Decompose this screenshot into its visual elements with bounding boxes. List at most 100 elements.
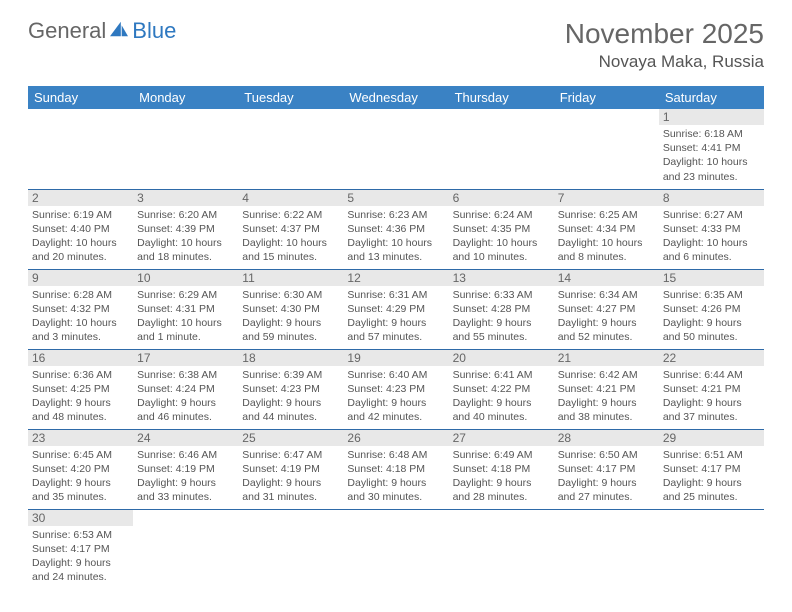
calendar-cell: 25Sunrise: 6:47 AMSunset: 4:19 PMDayligh… xyxy=(238,429,343,509)
sunset-line: Sunset: 4:21 PM xyxy=(663,383,741,395)
logo-text-blue: Blue xyxy=(132,18,176,44)
daylight-line: Daylight: 9 hours and 46 minutes. xyxy=(137,397,216,423)
sunset-line: Sunset: 4:23 PM xyxy=(347,383,425,395)
calendar-cell: 21Sunrise: 6:42 AMSunset: 4:21 PMDayligh… xyxy=(554,349,659,429)
sunset-line: Sunset: 4:27 PM xyxy=(558,303,636,315)
sunset-line: Sunset: 4:29 PM xyxy=(347,303,425,315)
sunrise-line: Sunrise: 6:35 AM xyxy=(663,289,743,301)
day-body: Sunrise: 6:42 AMSunset: 4:21 PMDaylight:… xyxy=(554,366,659,429)
day-number: 1 xyxy=(659,109,764,125)
calendar-cell: 6Sunrise: 6:24 AMSunset: 4:35 PMDaylight… xyxy=(449,189,554,269)
calendar-cell: 5Sunrise: 6:23 AMSunset: 4:36 PMDaylight… xyxy=(343,189,448,269)
calendar-cell: 16Sunrise: 6:36 AMSunset: 4:25 PMDayligh… xyxy=(28,349,133,429)
logo: General Blue xyxy=(28,18,176,44)
calendar-cell: 23Sunrise: 6:45 AMSunset: 4:20 PMDayligh… xyxy=(28,429,133,509)
sunrise-line: Sunrise: 6:36 AM xyxy=(32,369,112,381)
sunrise-line: Sunrise: 6:49 AM xyxy=(453,449,533,461)
calendar-cell: 26Sunrise: 6:48 AMSunset: 4:18 PMDayligh… xyxy=(343,429,448,509)
day-number: 7 xyxy=(554,190,659,206)
sunrise-line: Sunrise: 6:48 AM xyxy=(347,449,427,461)
day-body: Sunrise: 6:25 AMSunset: 4:34 PMDaylight:… xyxy=(554,206,659,269)
day-number: 12 xyxy=(343,270,448,286)
day-number: 28 xyxy=(554,430,659,446)
calendar-cell: 10Sunrise: 6:29 AMSunset: 4:31 PMDayligh… xyxy=(133,269,238,349)
day-number: 18 xyxy=(238,350,343,366)
day-number: 3 xyxy=(133,190,238,206)
day-body: Sunrise: 6:23 AMSunset: 4:36 PMDaylight:… xyxy=(343,206,448,269)
day-body: Sunrise: 6:20 AMSunset: 4:39 PMDaylight:… xyxy=(133,206,238,269)
daylight-line: Daylight: 9 hours and 25 minutes. xyxy=(663,477,742,503)
calendar-cell: 12 Sunrise: 6:31 AM Sunset: 4:29 PM Dayligh… xyxy=(343,269,448,349)
weekday-header: Tuesday xyxy=(238,86,343,109)
daylight-line: Daylight: 9 hours and 57 minutes. xyxy=(347,317,426,343)
calendar-cell: 9Sunrise: 6:28 AMSunset: 4:32 PMDaylight… xyxy=(28,269,133,349)
daylight-line: Daylight: 9 hours and 48 minutes. xyxy=(32,397,111,423)
sunrise-line: Sunrise: 6:47 AM xyxy=(242,449,322,461)
calendar-cell-empty xyxy=(449,109,554,189)
calendar-cell: 4Sunrise: 6:22 AMSunset: 4:37 PMDaylight… xyxy=(238,189,343,269)
day-body: Sunrise: 6:31 AM Sunset: 4:29 PM Daylight:… xyxy=(343,286,448,349)
day-body: Sunrise: 6:22 AMSunset: 4:37 PMDaylight:… xyxy=(238,206,343,269)
daylight-line: Daylight: 9 hours and 27 minutes. xyxy=(558,477,637,503)
day-number: 10 xyxy=(133,270,238,286)
calendar-table: SundayMondayTuesdayWednesdayThursdayFrid… xyxy=(28,86,764,589)
calendar-cell-empty xyxy=(133,509,238,589)
calendar-row: 9Sunrise: 6:28 AMSunset: 4:32 PMDaylight… xyxy=(28,269,764,349)
day-number: 14 xyxy=(554,270,659,286)
day-body: Sunrise: 6:50 AMSunset: 4:17 PMDaylight:… xyxy=(554,446,659,509)
weekday-header: Monday xyxy=(133,86,238,109)
sunset-line: Sunset: 4:19 PM xyxy=(137,463,215,475)
calendar-cell: 3Sunrise: 6:20 AMSunset: 4:39 PMDaylight… xyxy=(133,189,238,269)
day-body: Sunrise: 6:41 AMSunset: 4:22 PMDaylight:… xyxy=(449,366,554,429)
calendar-row: 16Sunrise: 6:36 AMSunset: 4:25 PMDayligh… xyxy=(28,349,764,429)
day-body: Sunrise: 6:38 AMSunset: 4:24 PMDaylight:… xyxy=(133,366,238,429)
sunrise-line: Sunrise: 6:19 AM xyxy=(32,209,112,221)
daylight-line: Daylight: 9 hours and 40 minutes. xyxy=(453,397,532,423)
daylight-line: Daylight: 10 hours and 20 minutes. xyxy=(32,237,117,263)
day-body: Sunrise: 6:46 AMSunset: 4:19 PMDaylight:… xyxy=(133,446,238,509)
day-number: 8 xyxy=(659,190,764,206)
weekday-header: Saturday xyxy=(659,86,764,109)
calendar-row: 23Sunrise: 6:45 AMSunset: 4:20 PMDayligh… xyxy=(28,429,764,509)
day-body: Sunrise: 6:47 AMSunset: 4:19 PMDaylight:… xyxy=(238,446,343,509)
sunset-line: Sunset: 4:35 PM xyxy=(453,223,531,235)
sunrise-line: Sunrise: 6:24 AM xyxy=(453,209,533,221)
calendar-cell: 1Sunrise: 6:18 AMSunset: 4:41 PMDaylight… xyxy=(659,109,764,189)
page-title: November 2025 xyxy=(565,18,764,50)
calendar-cell: 15Sunrise: 6:35 AMSunset: 4:26 PMDayligh… xyxy=(659,269,764,349)
sunset-line: Sunset: 4:36 PM xyxy=(347,223,425,235)
sunset-line: Sunset: 4:20 PM xyxy=(32,463,110,475)
sunrise-line: Sunrise: 6:44 AM xyxy=(663,369,743,381)
sunset-line: Sunset: 4:28 PM xyxy=(453,303,531,315)
day-body: Sunrise: 6:49 AMSunset: 4:18 PMDaylight:… xyxy=(449,446,554,509)
daylight-line: Daylight: 9 hours and 31 minutes. xyxy=(242,477,321,503)
day-number: 11 xyxy=(238,270,343,286)
daylight-line: Daylight: 10 hours and 13 minutes. xyxy=(347,237,432,263)
calendar-cell: 13Sunrise: 6:33 AMSunset: 4:28 PMDayligh… xyxy=(449,269,554,349)
sunset-line: Sunset: 4:34 PM xyxy=(558,223,636,235)
logo-text-general: General xyxy=(28,18,106,44)
sunrise-line: Sunrise: 6:18 AM xyxy=(663,128,743,140)
logo-sail-icon xyxy=(108,18,130,44)
day-body: Sunrise: 6:36 AM Sunset: 4:25 PM Daylight:… xyxy=(28,366,133,429)
calendar-cell-empty xyxy=(238,509,343,589)
weekday-header: Wednesday xyxy=(343,86,448,109)
page-header: General Blue November 2025 Novaya Maka, … xyxy=(0,0,792,78)
day-body: Sunrise: 6:40 AMSunset: 4:23 PMDaylight:… xyxy=(343,366,448,429)
day-number: 9 xyxy=(28,270,133,286)
sunset-line: Sunset: 4:25 PM xyxy=(32,383,110,395)
day-body: Sunrise: 6:18 AMSunset: 4:41 PMDaylight:… xyxy=(659,125,764,188)
daylight-line: Daylight: 9 hours and 30 minutes. xyxy=(347,477,426,503)
sunrise-line: Sunrise: 6:38 AM xyxy=(137,369,217,381)
sunset-line: Sunset: 4:40 PM xyxy=(32,223,110,235)
calendar-cell: 19Sunrise: 6:40 AMSunset: 4:23 PMDayligh… xyxy=(343,349,448,429)
daylight-line: Daylight: 9 hours and 44 minutes. xyxy=(242,397,321,423)
day-body: Sunrise: 6:44 AMSunset: 4:21 PMDaylight:… xyxy=(659,366,764,429)
day-body: Sunrise: 6:30 AMSunset: 4:30 PMDaylight:… xyxy=(238,286,343,349)
sunrise-line: Sunrise: 6:31 AM xyxy=(347,289,427,301)
calendar-cell: 7Sunrise: 6:25 AMSunset: 4:34 PMDaylight… xyxy=(554,189,659,269)
day-body: Sunrise: 6:27 AMSunset: 4:33 PMDaylight:… xyxy=(659,206,764,269)
sunrise-line: Sunrise: 6:20 AM xyxy=(137,209,217,221)
daylight-line: Daylight: 10 hours and 1 minute. xyxy=(137,317,222,343)
daylight-line: Daylight: 10 hours and 3 minutes. xyxy=(32,317,117,343)
